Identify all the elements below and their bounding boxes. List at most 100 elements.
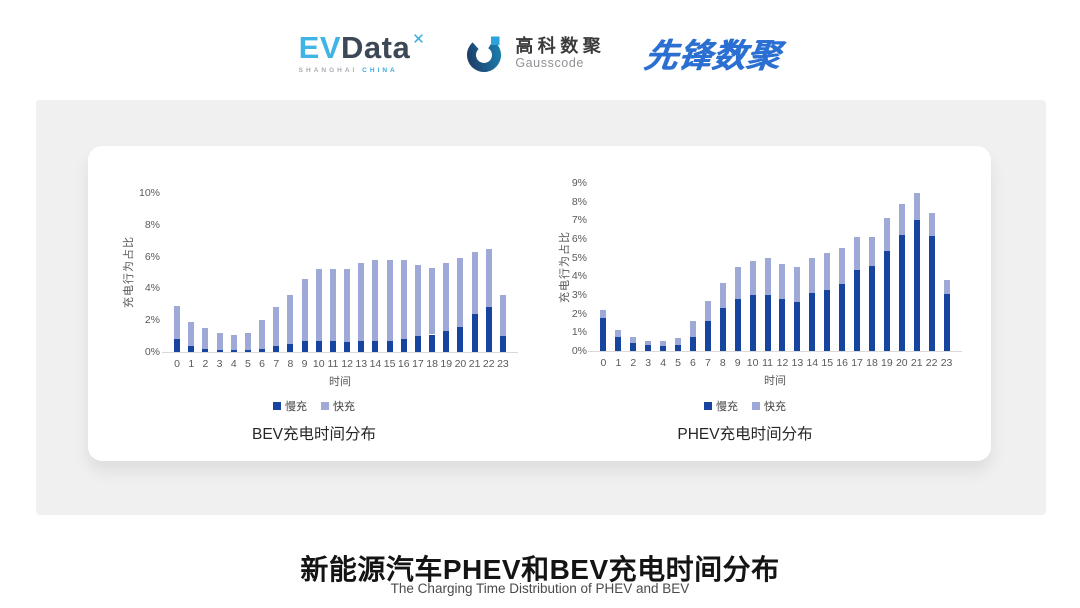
fast-bar-segment (734, 267, 741, 299)
fast-bar-segment (400, 259, 407, 340)
x-tick-label: 7 (273, 358, 280, 370)
charts-panel: 充电行为占比 0% 2% 4% 6% 8% 10% 0 1 2 3 4 5 6 7 8 9 10 11 12 13 14 1… (36, 100, 1046, 515)
slow-bar-segment (749, 295, 756, 351)
y-tick-label: 2% (571, 307, 587, 320)
slow-bar-segment (898, 235, 905, 351)
fast-bar-segment (202, 328, 209, 349)
y-tick-label: 5% (571, 251, 587, 264)
evdata-data-text: Data (341, 29, 411, 65)
slow-bar-segment (809, 293, 816, 351)
main-subtitle: The Charging Time Distribution of PHEV a… (390, 580, 690, 596)
legend-item: 快充 (321, 398, 355, 414)
fast-bar-segment (794, 267, 801, 302)
x-tick-label: 10 (746, 357, 759, 369)
x-tick-label: 18 (866, 357, 878, 369)
x-tick-label: 0 (600, 357, 607, 369)
slow-bar-segment (499, 336, 506, 352)
x-tick-label: 23 (497, 358, 509, 370)
fast-bar-segment (600, 309, 607, 319)
slow-bar-segment (928, 236, 935, 351)
fast-bar-segment (273, 307, 280, 346)
legend-label: 快充 (333, 401, 355, 413)
legend-swatch-icon (321, 402, 329, 410)
fast-bar-segment (344, 269, 351, 343)
legend-label: 慢充 (716, 401, 738, 413)
x-tick-label: 20 (895, 357, 908, 369)
fast-bar-segment (259, 320, 266, 349)
x-tick-label: 18 (426, 358, 438, 370)
evdata-logo: EVData ✕ SHANGHAI CHINA (299, 32, 426, 75)
fast-bar-segment (839, 248, 846, 284)
slow-bar-segment (734, 298, 741, 351)
slow-bar-segment (704, 321, 711, 351)
x-tick-label: 22 (925, 357, 938, 369)
fast-bar-segment (443, 262, 450, 332)
legend-label: 快充 (764, 401, 786, 413)
y-tick-label: 7% (571, 214, 587, 227)
fast-bar-segment (928, 212, 935, 237)
slow-bar-segment (689, 337, 696, 351)
fast-bar-segment (244, 332, 251, 351)
y-tick-label: 0% (144, 346, 160, 358)
legend-item: 快充 (752, 398, 786, 414)
y-tick-label: 2% (144, 314, 160, 327)
x-axis-line (588, 351, 962, 352)
x-tick-label: 9 (301, 358, 308, 370)
slow-bar-segment (675, 345, 682, 351)
slow-bar-segment (443, 331, 450, 352)
main-title: 新能源汽车PHEV和BEV充电时间分布 (300, 553, 780, 585)
chart-title: BEV充电时间分布 (251, 426, 376, 443)
slow-bar-segment (230, 350, 237, 352)
x-tick-label: 13 (791, 357, 804, 369)
evdata-x-icon: ✕ (412, 30, 426, 48)
fast-bar-segment (457, 258, 464, 327)
x-tick-label: 11 (762, 357, 773, 369)
x-tick-label: 17 (851, 357, 863, 369)
fast-bar-segment (660, 340, 667, 347)
slow-bar-segment (615, 337, 622, 351)
chart-title: PHEV充电时间分布 (677, 426, 813, 443)
gausscode-logo: 高科数聚 Gausscode (465, 33, 605, 73)
fast-bar-segment (913, 193, 920, 221)
fast-bar-segment (779, 264, 786, 299)
fast-bar-segment (499, 294, 506, 337)
slow-bar-segment (824, 290, 831, 351)
evdata-china-text: CHINA (362, 66, 398, 74)
fast-bar-segment (645, 340, 652, 346)
slow-bar-segment (645, 345, 652, 351)
slow-bar-segment (216, 350, 223, 352)
x-tick-label: 22 (482, 358, 495, 370)
fast-bar-segment (719, 282, 726, 309)
x-tick-label: 16 (836, 357, 848, 369)
slow-bar-segment (287, 344, 294, 352)
y-tick-label: 8% (144, 218, 160, 231)
fast-bar-segment (615, 329, 622, 337)
x-tick-label: 4 (660, 357, 667, 369)
y-tick-label: 4% (144, 282, 160, 295)
slow-bar-segment (358, 340, 365, 352)
x-tick-label: 1 (188, 358, 195, 370)
charts-card: 充电行为占比 0% 2% 4% 6% 8% 10% 0 1 2 3 4 5 6 7 8 9 10 11 12 13 14 1… (88, 146, 991, 461)
x-tick-label: 12 (341, 358, 353, 370)
fast-bar-segment (630, 337, 637, 343)
fast-bar-segment (868, 237, 875, 267)
x-tick-label: 9 (734, 357, 741, 369)
x-tick-label: 21 (910, 357, 923, 369)
x-tick-label: 3 (216, 358, 223, 370)
xianfeng-shuju-logo: 先锋数聚 (642, 37, 784, 74)
slow-bar-segment (779, 298, 786, 351)
slow-bar-segment (400, 339, 407, 352)
legend-swatch-icon (273, 402, 281, 410)
fast-bar-segment (471, 251, 478, 314)
x-tick-label: 21 (468, 358, 481, 370)
fast-bar-segment (675, 337, 682, 346)
slow-bar-segment (344, 342, 351, 352)
gausscode-en-text: Gausscode (515, 56, 584, 71)
slow-bar-segment (764, 295, 771, 351)
x-tick-label: 16 (397, 358, 410, 370)
x-axis-title: 时间 (764, 375, 786, 387)
fast-bar-segment (188, 321, 195, 346)
slow-bar-segment (273, 345, 280, 352)
slow-bar-segment (188, 345, 195, 352)
x-tick-label: 8 (719, 357, 726, 369)
